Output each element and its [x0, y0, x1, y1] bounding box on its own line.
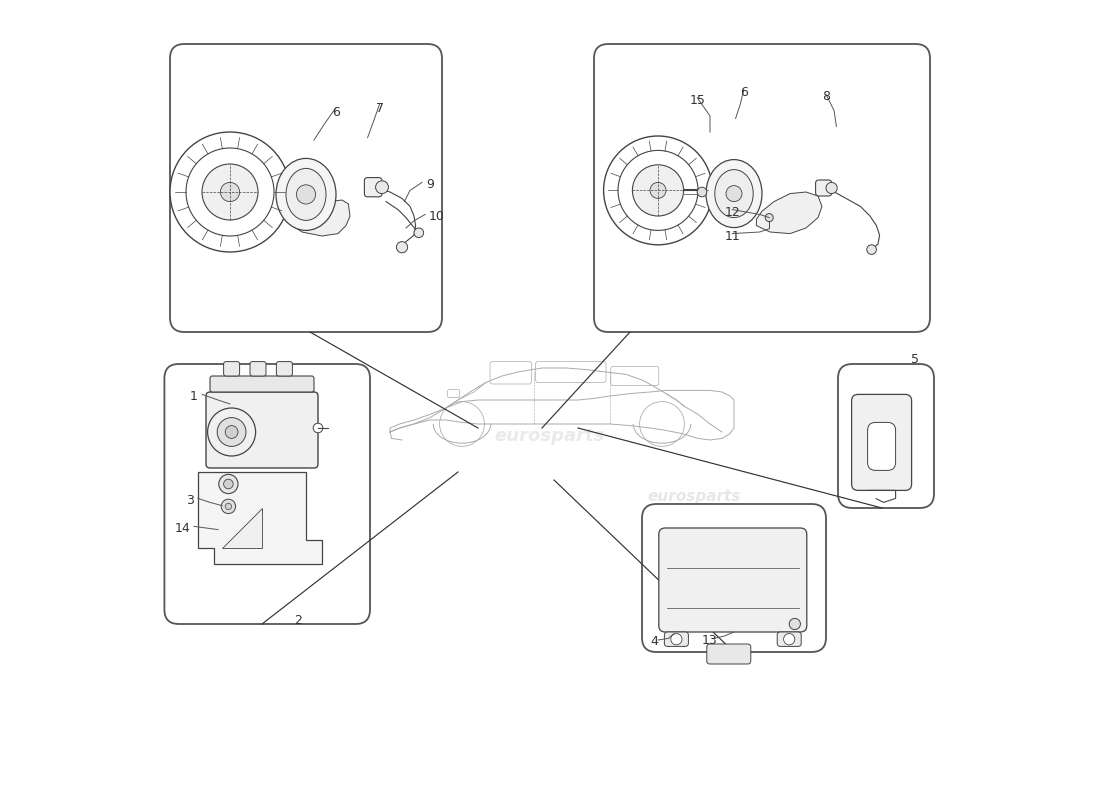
- Polygon shape: [222, 508, 262, 548]
- FancyBboxPatch shape: [364, 178, 382, 197]
- FancyBboxPatch shape: [664, 632, 689, 646]
- Circle shape: [226, 503, 232, 510]
- Circle shape: [396, 242, 408, 253]
- FancyBboxPatch shape: [659, 528, 806, 632]
- Text: eurosparts: eurosparts: [647, 209, 740, 223]
- Circle shape: [789, 618, 801, 630]
- Circle shape: [186, 148, 274, 236]
- Circle shape: [219, 474, 238, 494]
- Circle shape: [223, 479, 233, 489]
- Circle shape: [217, 418, 246, 446]
- Text: 2: 2: [294, 614, 301, 626]
- Ellipse shape: [286, 168, 326, 220]
- Text: 4: 4: [650, 635, 658, 648]
- Polygon shape: [290, 200, 350, 236]
- Circle shape: [650, 182, 666, 198]
- Text: 13: 13: [702, 634, 718, 646]
- FancyBboxPatch shape: [707, 644, 751, 664]
- Polygon shape: [757, 192, 822, 234]
- FancyBboxPatch shape: [210, 376, 313, 392]
- Text: 10: 10: [428, 210, 444, 222]
- Circle shape: [221, 499, 235, 514]
- Text: eurosparts: eurosparts: [248, 209, 341, 223]
- Circle shape: [375, 181, 388, 194]
- FancyBboxPatch shape: [250, 362, 266, 376]
- Circle shape: [867, 245, 877, 254]
- Circle shape: [697, 187, 707, 197]
- Circle shape: [220, 182, 240, 202]
- Text: 12: 12: [725, 206, 740, 218]
- Text: eurosparts: eurosparts: [243, 489, 337, 503]
- FancyBboxPatch shape: [778, 632, 801, 646]
- FancyBboxPatch shape: [164, 364, 370, 624]
- FancyBboxPatch shape: [838, 364, 934, 508]
- FancyBboxPatch shape: [223, 362, 240, 376]
- Circle shape: [726, 186, 742, 202]
- Circle shape: [618, 150, 698, 230]
- Text: 9: 9: [426, 178, 433, 190]
- FancyBboxPatch shape: [206, 392, 318, 468]
- Polygon shape: [198, 472, 322, 564]
- FancyBboxPatch shape: [276, 362, 293, 376]
- Text: 1: 1: [190, 390, 198, 402]
- FancyBboxPatch shape: [642, 504, 826, 652]
- Circle shape: [826, 182, 837, 194]
- Circle shape: [226, 426, 238, 438]
- FancyBboxPatch shape: [868, 422, 895, 470]
- Text: 5: 5: [911, 354, 918, 366]
- Text: 6: 6: [739, 86, 748, 98]
- Circle shape: [766, 214, 773, 222]
- Circle shape: [296, 185, 316, 204]
- Ellipse shape: [276, 158, 336, 230]
- Circle shape: [783, 634, 795, 645]
- Text: eurosparts: eurosparts: [495, 427, 605, 445]
- Circle shape: [604, 136, 713, 245]
- Circle shape: [671, 634, 682, 645]
- Ellipse shape: [715, 170, 754, 218]
- Text: 14: 14: [174, 522, 190, 534]
- Circle shape: [202, 164, 258, 220]
- Ellipse shape: [706, 160, 762, 227]
- Circle shape: [170, 132, 290, 252]
- Text: eurosparts: eurosparts: [647, 489, 740, 503]
- FancyBboxPatch shape: [594, 44, 930, 332]
- Text: 8: 8: [822, 90, 830, 102]
- Text: 3: 3: [186, 494, 194, 506]
- Text: 15: 15: [690, 94, 705, 106]
- Circle shape: [414, 228, 424, 238]
- FancyBboxPatch shape: [815, 180, 832, 196]
- Circle shape: [314, 423, 322, 433]
- Circle shape: [208, 408, 255, 456]
- Text: 6: 6: [332, 106, 340, 118]
- FancyBboxPatch shape: [851, 394, 912, 490]
- Circle shape: [632, 165, 683, 216]
- Text: 11: 11: [725, 230, 740, 242]
- FancyBboxPatch shape: [170, 44, 442, 332]
- Text: 7: 7: [375, 102, 384, 114]
